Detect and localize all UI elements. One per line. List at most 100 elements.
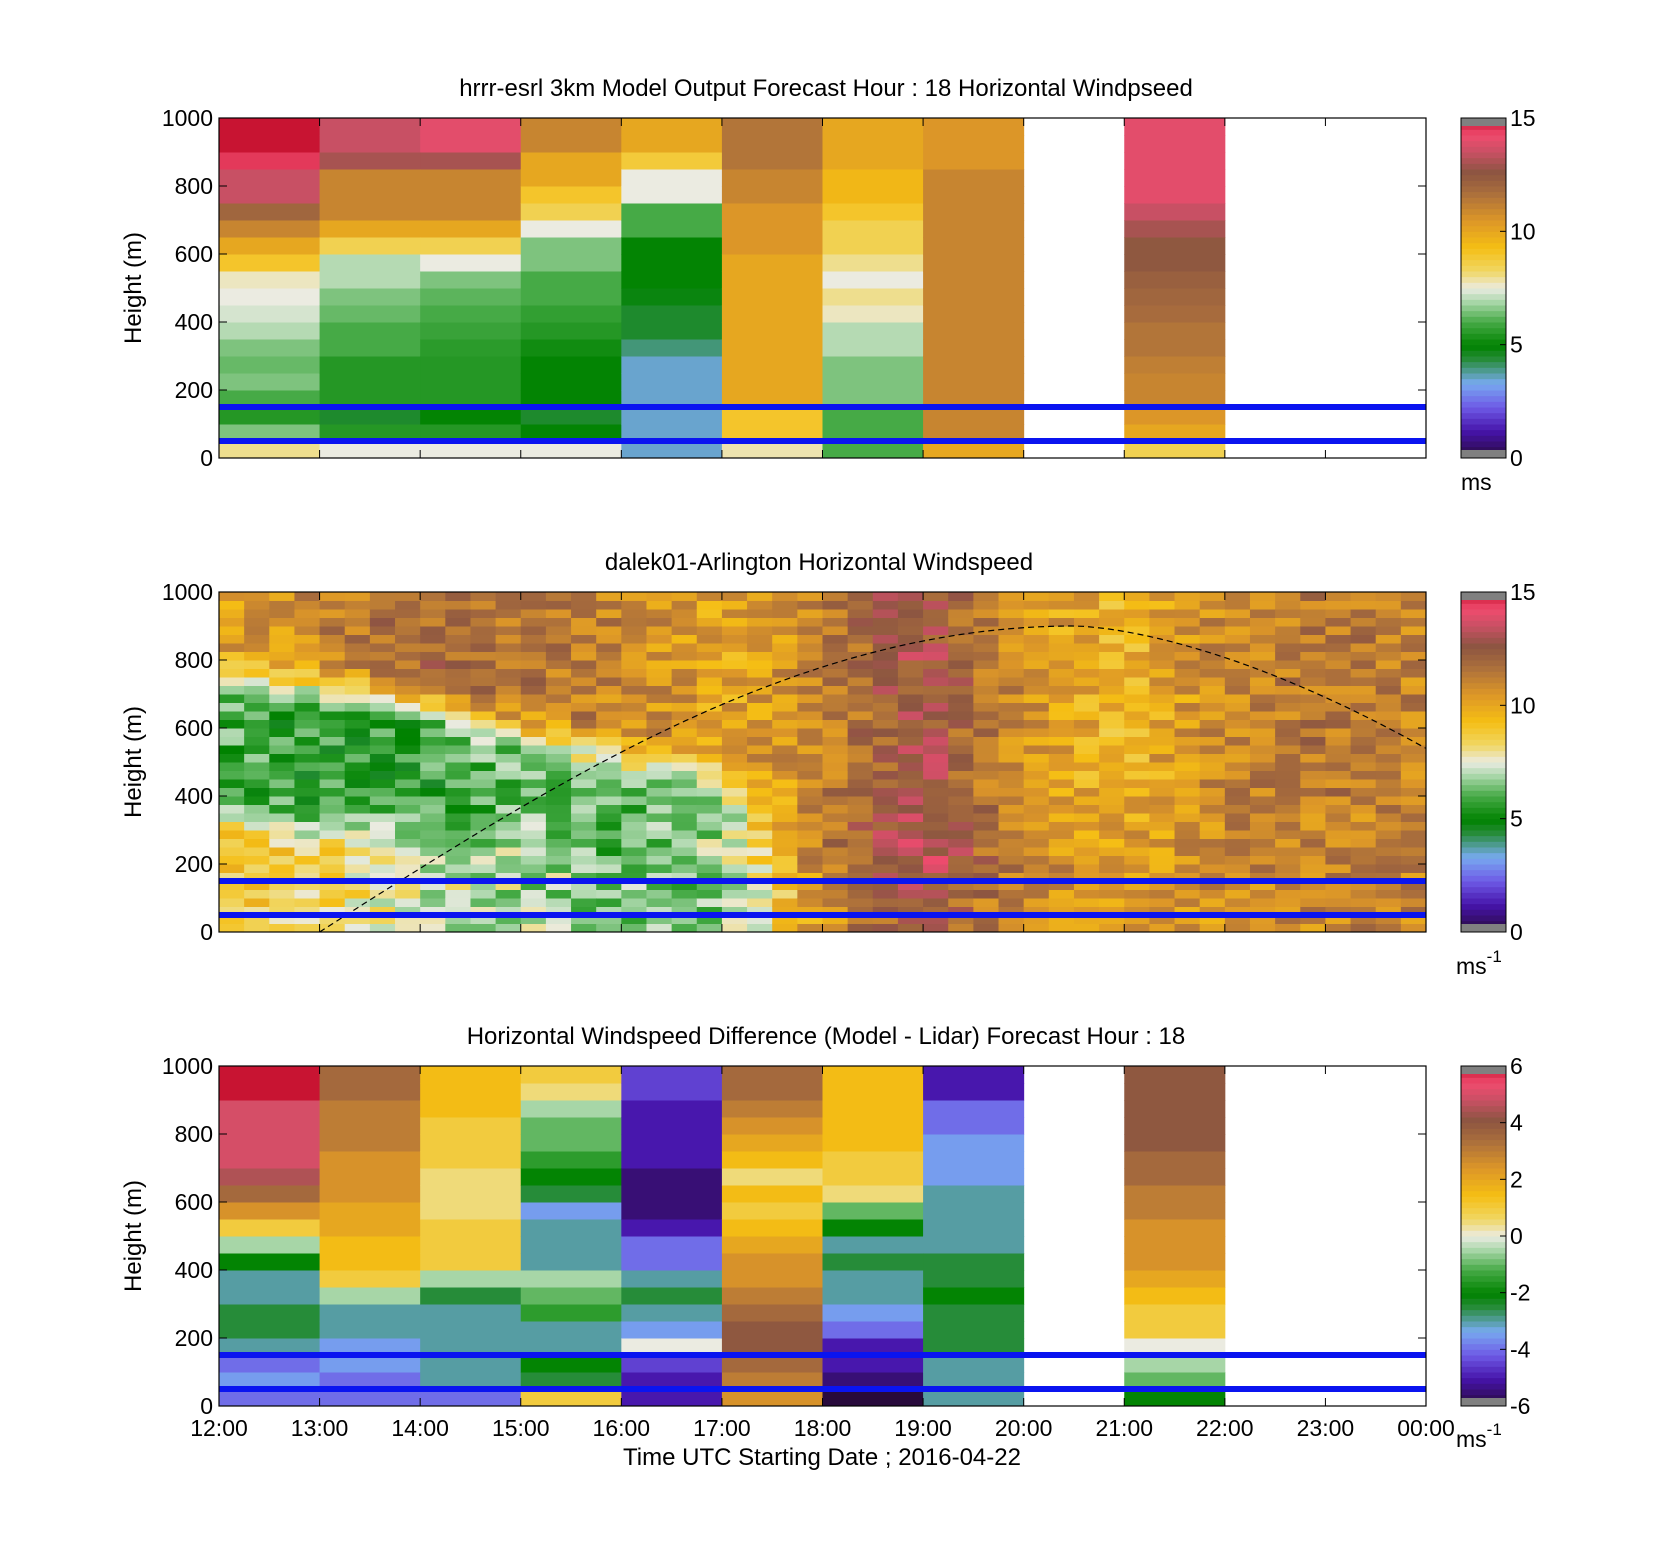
colorbar-swatch	[1461, 773, 1506, 780]
heatmap-cell	[1149, 830, 1176, 839]
heatmap-cell	[847, 728, 874, 737]
heatmap-cell	[1124, 677, 1150, 686]
heatmap-cell	[671, 881, 698, 890]
colorbar-swatch	[1461, 163, 1506, 170]
heatmap-cell	[621, 1134, 723, 1152]
heatmap-cell	[1400, 872, 1427, 882]
heatmap-cell	[1275, 745, 1301, 754]
heatmap-cell	[923, 441, 1025, 459]
heatmap-cell	[1199, 830, 1226, 839]
heatmap-cell	[420, 762, 446, 771]
heatmap-cell	[1249, 626, 1276, 635]
heatmap-cell	[445, 889, 471, 899]
heatmap-cell	[470, 796, 497, 805]
colorbar-swatch	[1461, 1332, 1506, 1339]
heatmap-cell	[520, 203, 622, 221]
heatmap-cell	[1099, 736, 1125, 746]
heatmap-cell	[520, 1202, 622, 1220]
heatmap-cell	[847, 813, 874, 822]
heatmap-cell	[772, 711, 798, 720]
heatmap-cell	[646, 609, 673, 618]
heatmap-cell	[1199, 864, 1226, 873]
heatmap-cell	[872, 600, 899, 610]
heatmap-cell	[395, 796, 421, 805]
heatmap-cell	[923, 804, 949, 814]
heatmap-cell	[923, 779, 949, 788]
heatmap-cell	[395, 736, 421, 746]
heatmap-cell	[344, 736, 371, 746]
heatmap-cell	[1275, 838, 1301, 848]
heatmap-cell	[872, 838, 899, 848]
colorbar-swatch	[1461, 305, 1506, 312]
heatmap-cell	[948, 770, 974, 780]
heatmap-cell	[1275, 609, 1301, 618]
heatmap-cell	[646, 762, 673, 771]
heatmap-cell	[973, 634, 1000, 644]
heatmap-cell	[1073, 821, 1100, 831]
heatmap-cell	[244, 906, 270, 916]
heatmap-cell	[923, 203, 1025, 221]
heatmap-cell	[420, 1372, 522, 1390]
heatmap-cell	[571, 796, 597, 805]
heatmap-cell	[1300, 923, 1326, 933]
colorbar-swatch	[1461, 401, 1506, 408]
colorbar-swatch	[1461, 705, 1506, 712]
heatmap-cell	[1249, 830, 1276, 839]
colorbar-swatch	[1461, 813, 1506, 820]
heatmap-cell	[420, 617, 446, 627]
heatmap-cell	[1099, 617, 1125, 627]
colorbar-swatch	[1461, 123, 1506, 130]
heatmap-cell	[696, 830, 723, 839]
heatmap-cell	[319, 1304, 421, 1322]
x-tick-label: 00:00	[1397, 1415, 1455, 1441]
heatmap-cell	[1124, 1219, 1226, 1237]
colorbar-underflow	[1461, 1398, 1506, 1406]
heatmap-cell	[420, 838, 446, 848]
heatmap-cell	[1275, 779, 1301, 788]
heatmap-cell	[1300, 838, 1326, 848]
heatmap-cell	[1350, 592, 1377, 601]
colorbar-swatch	[1461, 671, 1506, 678]
heatmap-cell	[872, 660, 899, 669]
heatmap-cell	[822, 1389, 924, 1407]
heatmap-cell	[1048, 753, 1075, 763]
heatmap-cell	[571, 736, 597, 746]
y-tick-label: 1000	[162, 579, 213, 605]
heatmap-cell	[520, 169, 622, 187]
heatmap-cell	[1199, 711, 1226, 720]
heatmap-cell	[1124, 373, 1226, 391]
heatmap-cell	[319, 152, 421, 170]
heatmap-cell	[872, 753, 899, 763]
heatmap-cell	[1124, 796, 1150, 805]
heatmap-cell	[1199, 787, 1226, 797]
heatmap-cell	[395, 626, 421, 635]
heatmap-cell	[1375, 702, 1402, 712]
heatmap-cell	[1350, 915, 1377, 924]
heatmap-cell	[872, 634, 899, 644]
heatmap-cell	[621, 855, 647, 865]
heatmap-cell	[1249, 923, 1276, 933]
heatmap-cell	[1174, 685, 1201, 695]
heatmap-cell	[294, 617, 321, 627]
colorbar-swatch	[1461, 858, 1506, 865]
heatmap-cell	[721, 220, 823, 238]
heatmap-cell	[1124, 872, 1150, 882]
heatmap-cell	[395, 787, 421, 797]
heatmap-cell	[646, 796, 673, 805]
heatmap-cell	[596, 847, 622, 856]
heatmap-cell	[1325, 838, 1352, 848]
heatmap-cell	[621, 736, 647, 746]
heatmap-cell	[244, 881, 270, 890]
heatmap-cell	[747, 898, 773, 907]
heatmap-cell	[948, 821, 974, 831]
heatmap-cell	[923, 424, 1025, 442]
heatmap-cell	[923, 1168, 1025, 1186]
heatmap-cell	[1400, 889, 1427, 899]
heatmap-cell	[1400, 745, 1427, 754]
heatmap-cell	[319, 118, 421, 136]
heatmap-cell	[470, 787, 497, 797]
heatmap-cell	[219, 1100, 321, 1118]
colorbar-swatch	[1461, 1287, 1506, 1294]
panel1-x-ticks	[218, 118, 1427, 458]
heatmap-cell	[1224, 634, 1251, 644]
